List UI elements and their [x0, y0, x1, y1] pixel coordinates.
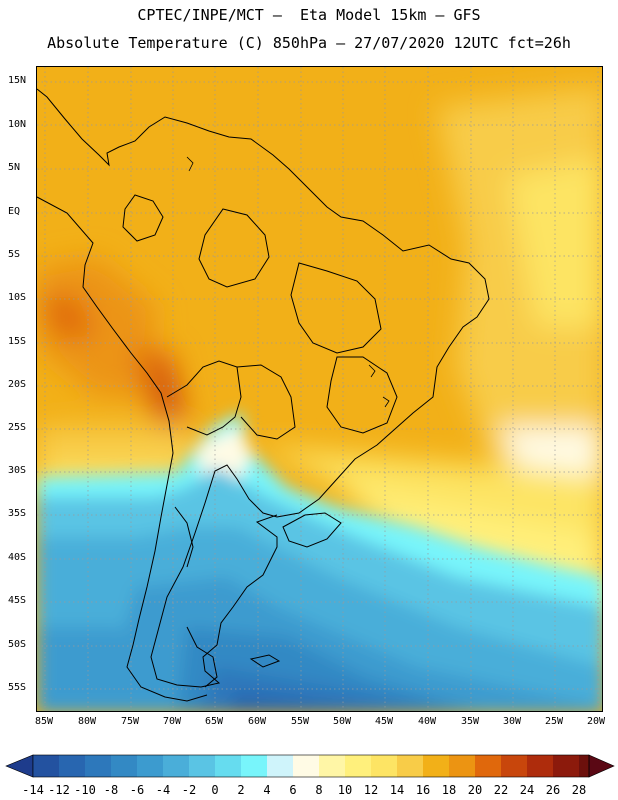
colorbar-swatch — [111, 755, 137, 777]
colorbar-label: 6 — [289, 783, 297, 797]
lon-label: 75W — [120, 716, 140, 727]
colorbar-swatch — [579, 755, 589, 777]
colorbar-label: 18 — [441, 783, 457, 797]
colorbar-swatch — [319, 755, 345, 777]
colorbar-swatch — [267, 755, 293, 777]
colorbar-swatch — [501, 755, 527, 777]
colorbar-label: 4 — [263, 783, 271, 797]
colorbar-swatch — [215, 755, 241, 777]
graticule — [37, 67, 602, 711]
colorbar-label: 20 — [467, 783, 483, 797]
lon-label: 80W — [77, 716, 97, 727]
colorbar-label: -14 — [22, 783, 44, 797]
colorbar-swatch — [163, 755, 189, 777]
colorbar-label: 16 — [415, 783, 431, 797]
colorbar-label: 0 — [211, 783, 219, 797]
lon-label: 20W — [586, 716, 606, 727]
lon-label: 30W — [502, 716, 522, 727]
lat-label: 50S — [8, 639, 27, 650]
colorbar-label: 10 — [337, 783, 353, 797]
lon-label: 55W — [290, 716, 310, 727]
colorbar-swatch — [189, 755, 215, 777]
colorbar-label: 22 — [493, 783, 509, 797]
lon-label: 70W — [162, 716, 182, 727]
colorbar-label: -12 — [48, 783, 70, 797]
colorbar-label: 28 — [571, 783, 587, 797]
colorbar-swatch — [241, 755, 267, 777]
colorbar-swatch — [59, 755, 85, 777]
temperature-map — [36, 66, 603, 712]
chart-title-line-2: Absolute Temperature (C) 850hPa – 27/07/… — [47, 34, 571, 52]
lon-label: 50W — [332, 716, 352, 727]
colorbar-swatch — [475, 755, 501, 777]
colorbar-low-arrow — [5, 754, 34, 778]
lon-label: 35W — [460, 716, 480, 727]
lon-label: 25W — [544, 716, 564, 727]
lon-label: 65W — [204, 716, 224, 727]
colorbar-label: -10 — [74, 783, 96, 797]
colorbar-label: 2 — [237, 783, 245, 797]
lat-label: 40S — [8, 552, 27, 563]
colorbar-label: 26 — [545, 783, 561, 797]
colorbar-swatch — [371, 755, 397, 777]
lon-label: 40W — [417, 716, 437, 727]
colorbar-high-arrow — [588, 754, 615, 778]
colorbar-label: 24 — [519, 783, 535, 797]
lon-label: 85W — [34, 716, 54, 727]
colorbar-label: -4 — [155, 783, 171, 797]
colorbar-label: -2 — [181, 783, 197, 797]
lat-label: 25S — [8, 422, 27, 433]
lat-label: 45S — [8, 595, 27, 606]
colorbar-swatch — [397, 755, 423, 777]
lat-label: 5S — [8, 249, 21, 260]
colorbar-label: 14 — [389, 783, 405, 797]
lakes — [186, 156, 390, 408]
lon-label: 45W — [374, 716, 394, 727]
lat-label: EQ — [8, 206, 21, 217]
colorbar-label: -6 — [129, 783, 145, 797]
colorbar-swatch — [449, 755, 475, 777]
colorbar-label: 8 — [315, 783, 323, 797]
lat-label: 10N — [8, 119, 27, 130]
lat-label: 20S — [8, 379, 27, 390]
colorbar — [5, 754, 615, 778]
lat-label: 5N — [8, 162, 21, 173]
chart-title-line-1: CPTEC/INPE/MCT – Eta Model 15km – GFS — [137, 6, 481, 24]
colorbar-swatch — [527, 755, 553, 777]
coastlines — [37, 88, 490, 702]
colorbar-swatch — [33, 755, 59, 777]
lon-label: 60W — [247, 716, 267, 727]
colorbar-swatch — [345, 755, 371, 777]
colorbar-swatch — [553, 755, 579, 777]
lat-label: 55S — [8, 682, 27, 693]
lat-label: 10S — [8, 292, 27, 303]
lat-label: 30S — [8, 465, 27, 476]
lat-label: 15S — [8, 336, 27, 347]
colorbar-label: -8 — [103, 783, 119, 797]
colorbar-swatch — [423, 755, 449, 777]
colorbar-label: 12 — [363, 783, 379, 797]
colorbar-swatch — [137, 755, 163, 777]
temperature-field — [37, 67, 602, 711]
lat-label: 15N — [8, 75, 27, 86]
colorbar-swatch — [293, 755, 319, 777]
colorbar-swatch — [85, 755, 111, 777]
lat-label: 35S — [8, 508, 27, 519]
